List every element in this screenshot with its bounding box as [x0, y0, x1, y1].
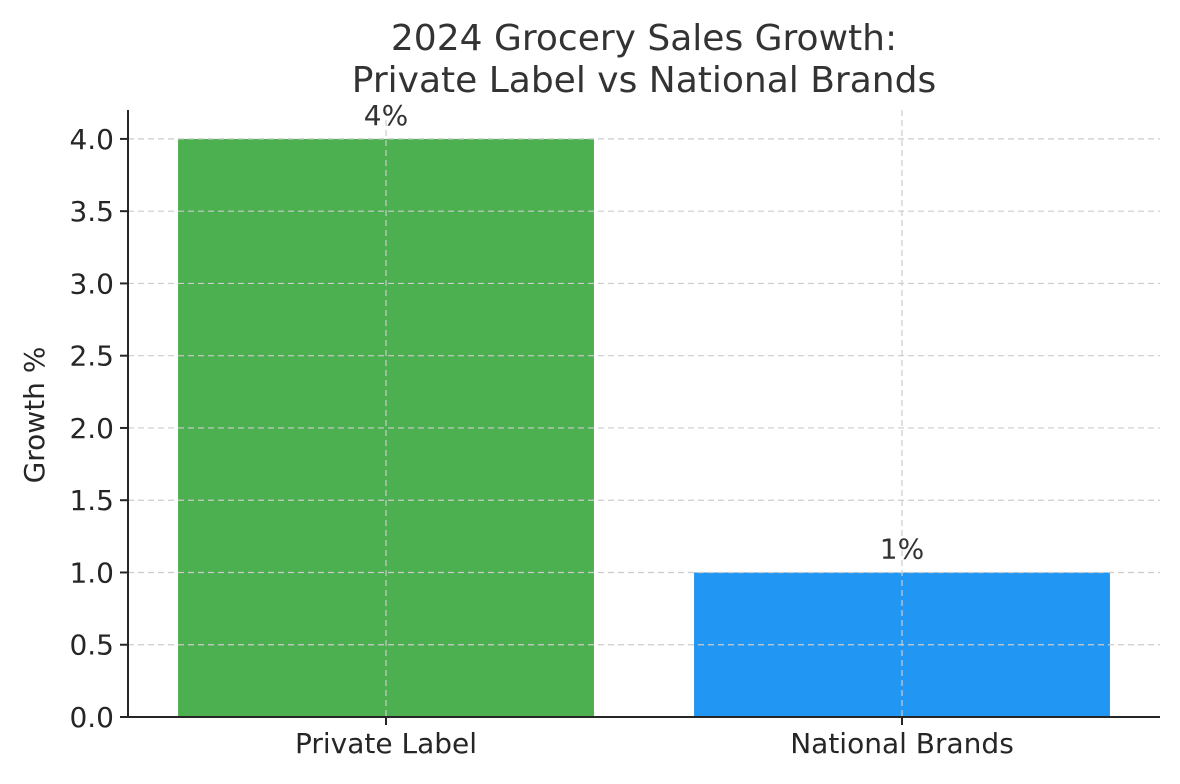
- chart-title-line-1: 2024 Grocery Sales Growth:: [391, 18, 897, 59]
- y-tick-label: 1.5: [69, 484, 114, 517]
- data-label: 1%: [880, 532, 924, 565]
- data-label: 4%: [364, 99, 408, 132]
- y-tick-label: 4.0: [69, 123, 114, 156]
- y-tick-label: 0.5: [69, 629, 114, 662]
- y-tick-label: 3.0: [69, 267, 114, 300]
- labels-layer: 4% 1% 0.0 0.5 1.0 1.5 2.0 2.5 3.0 3.5 4.0 Private L…: [69, 99, 1013, 760]
- grid-layer: [128, 110, 1160, 718]
- x-tick-label: National Brands: [790, 727, 1014, 760]
- y-axis-label: Growth %: [18, 347, 51, 484]
- y-tick-label: 2.0: [69, 412, 114, 445]
- axes-layer: [120, 110, 1160, 725]
- chart-title-line-2: Private Label vs National Brands: [352, 60, 936, 101]
- y-tick-label: 2.5: [69, 340, 114, 373]
- y-tick-label: 0.0: [69, 701, 114, 734]
- y-tick-label: 1.0: [69, 556, 114, 589]
- y-tick-label: 3.5: [69, 195, 114, 228]
- x-tick-label: Private Label: [295, 727, 477, 760]
